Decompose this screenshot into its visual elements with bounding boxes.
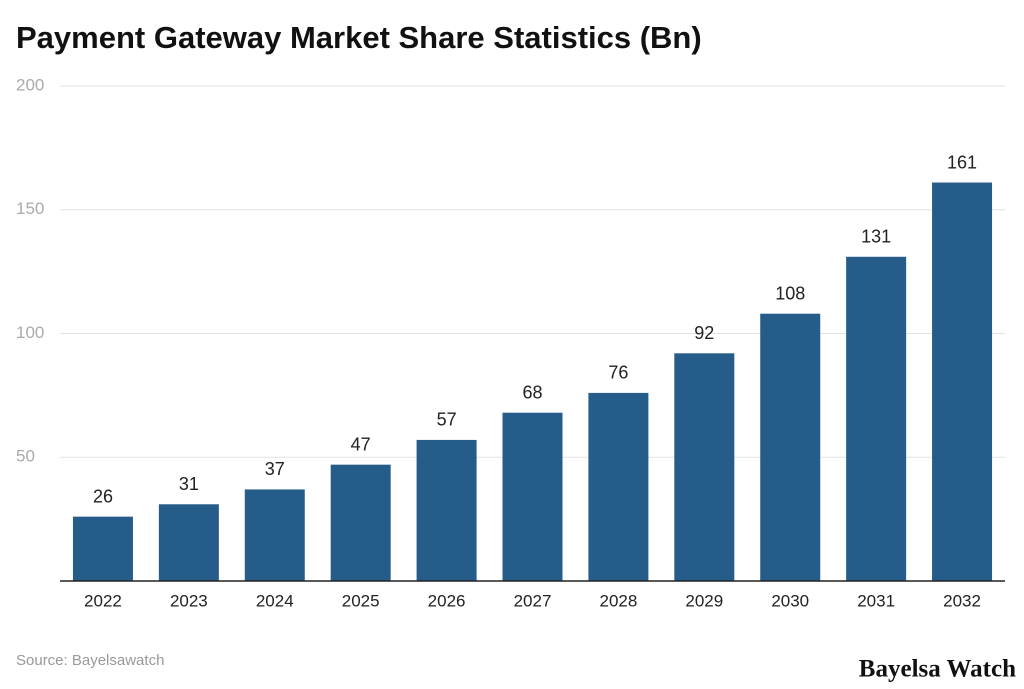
bar xyxy=(846,256,907,581)
y-tick-label: 50 xyxy=(16,447,35,466)
bar xyxy=(588,392,649,581)
x-tick-label: 2030 xyxy=(771,591,809,610)
value-label: 108 xyxy=(775,283,805,303)
value-label: 76 xyxy=(608,363,628,383)
bar xyxy=(72,516,133,581)
bar xyxy=(416,439,477,581)
value-label: 47 xyxy=(351,434,371,454)
bar xyxy=(158,504,219,581)
value-label: 161 xyxy=(947,152,977,172)
source: Source: Bayelsawatch xyxy=(16,652,164,669)
bar xyxy=(330,464,391,581)
value-label: 31 xyxy=(179,474,199,494)
x-tick-label: 2025 xyxy=(342,591,380,610)
x-tick-label: 2024 xyxy=(256,591,294,610)
value-label: 68 xyxy=(522,382,542,402)
y-tick-label: 150 xyxy=(16,199,44,218)
x-tick-label: 2029 xyxy=(685,591,723,610)
y-tick-label: 200 xyxy=(16,75,44,94)
bar xyxy=(760,313,821,581)
bar xyxy=(502,412,563,581)
value-label: 26 xyxy=(93,486,113,506)
value-label: 37 xyxy=(265,459,285,479)
value-label: 131 xyxy=(861,227,891,247)
x-tick-label: 2023 xyxy=(170,591,208,610)
x-tick-label: 2032 xyxy=(943,591,981,610)
x-tick-label: 2031 xyxy=(857,591,895,610)
logo: Bayelsa Watch xyxy=(859,656,1016,683)
bar xyxy=(674,353,735,581)
bar xyxy=(244,489,305,581)
x-tick-label: 2026 xyxy=(428,591,466,610)
x-tick-label: 2028 xyxy=(599,591,637,610)
x-tick-label: 2022 xyxy=(84,591,122,610)
y-tick-label: 100 xyxy=(16,323,44,342)
bar xyxy=(932,182,993,581)
x-tick-label: 2027 xyxy=(514,591,552,610)
value-label: 92 xyxy=(694,323,714,343)
value-label: 57 xyxy=(437,410,457,430)
chart-title: Payment Gateway Market Share Statistics … xyxy=(16,20,702,55)
